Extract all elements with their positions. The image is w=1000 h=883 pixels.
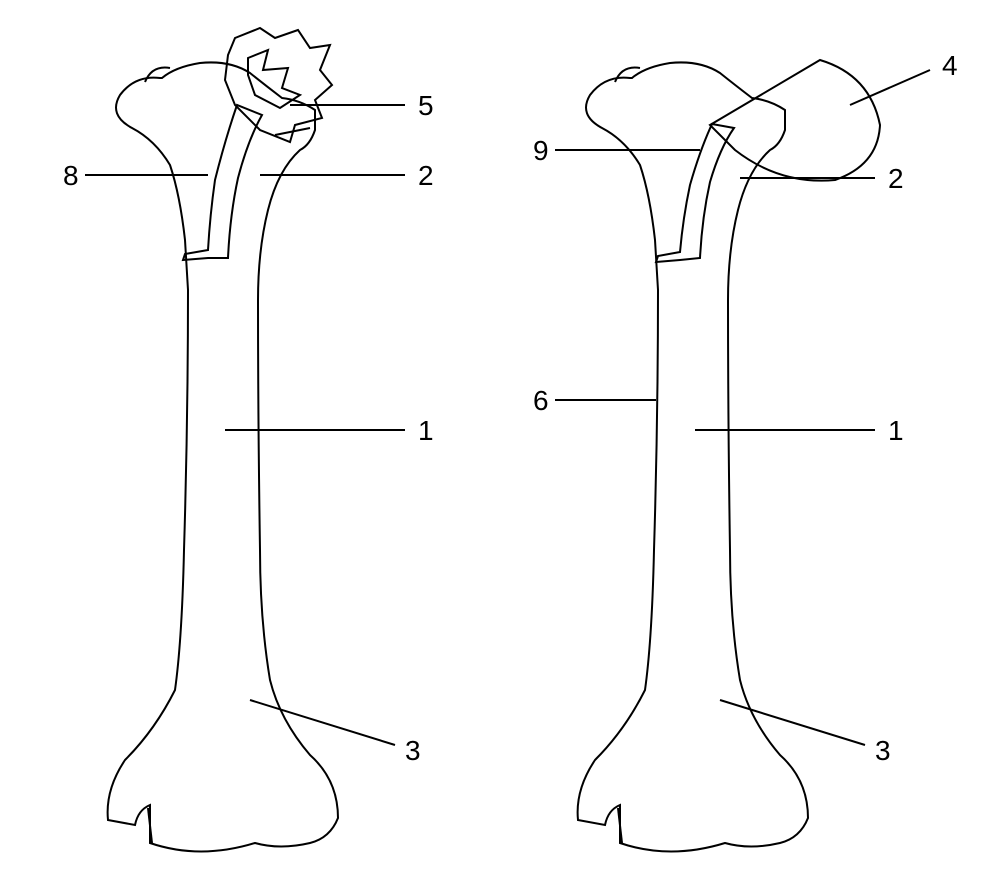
label-right-9: 9	[533, 135, 549, 167]
label-right-6: 6	[533, 385, 549, 417]
right-bone-outline	[578, 62, 808, 851]
right-implant-head	[710, 60, 880, 181]
label-left-8: 8	[63, 160, 79, 192]
leader-right-3	[720, 700, 865, 745]
label-right-4: 4	[942, 50, 958, 82]
right-implant-stem	[656, 124, 734, 262]
label-right-2: 2	[888, 163, 904, 195]
right-bone-svg	[0, 0, 1000, 883]
label-right-3: 3	[875, 735, 891, 767]
diagram-container: 5 2 8 1 3 4 9 2 6 1 3	[0, 0, 1000, 883]
label-right-1: 1	[888, 415, 904, 447]
label-left-3: 3	[405, 735, 421, 767]
label-left-1: 1	[418, 415, 434, 447]
label-left-2: 2	[418, 160, 434, 192]
label-left-5: 5	[418, 90, 434, 122]
